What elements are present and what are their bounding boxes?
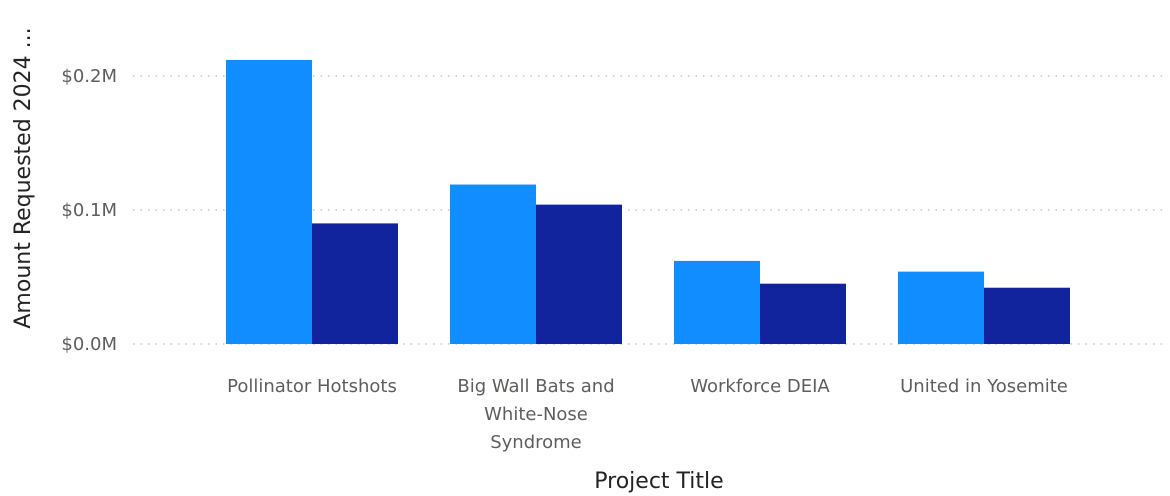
y-axis-title: Amount Requested 2024 ...	[11, 27, 36, 328]
bar-series-1-2[interactable]	[450, 184, 536, 344]
x-category-label: Pollinator Hotshots	[227, 376, 397, 397]
x-category-label: Workforce DEIA	[690, 376, 830, 397]
bar-series-2-2[interactable]	[536, 204, 622, 344]
x-category-label-line: Workforce DEIA	[690, 376, 830, 397]
bar-series-1-3[interactable]	[674, 260, 760, 344]
bar-series-2-3[interactable]	[760, 283, 846, 344]
bar-series-2-4[interactable]	[984, 287, 1070, 344]
x-category-label-line: United in Yosemite	[900, 376, 1068, 397]
x-category-label: United in Yosemite	[900, 376, 1068, 397]
x-category-label-line: Big Wall Bats and	[457, 376, 614, 397]
y-tick-label: $0.1M	[61, 200, 117, 221]
x-category-label-line: White-Nose	[484, 404, 588, 425]
bar-series-2-1[interactable]	[312, 223, 398, 344]
bar-series-1-4[interactable]	[898, 271, 984, 344]
y-tick-label: $0.0M	[61, 334, 117, 355]
x-axis-title: Project Title	[594, 469, 723, 494]
x-category-label: Big Wall Bats and White-Nose Syndrome	[457, 376, 614, 453]
x-category-label-line: Pollinator Hotshots	[227, 376, 397, 397]
bar-series-1-1[interactable]	[226, 59, 312, 345]
y-axis-ticks: $0.0M $0.1M $0.2M	[61, 66, 117, 355]
y-tick-label: $0.2M	[61, 66, 117, 87]
x-axis-categories: Pollinator Hotshots Big Wall Bats and Whit…	[227, 376, 1068, 453]
bars	[226, 59, 1070, 345]
x-category-label-line: Syndrome	[490, 432, 582, 453]
